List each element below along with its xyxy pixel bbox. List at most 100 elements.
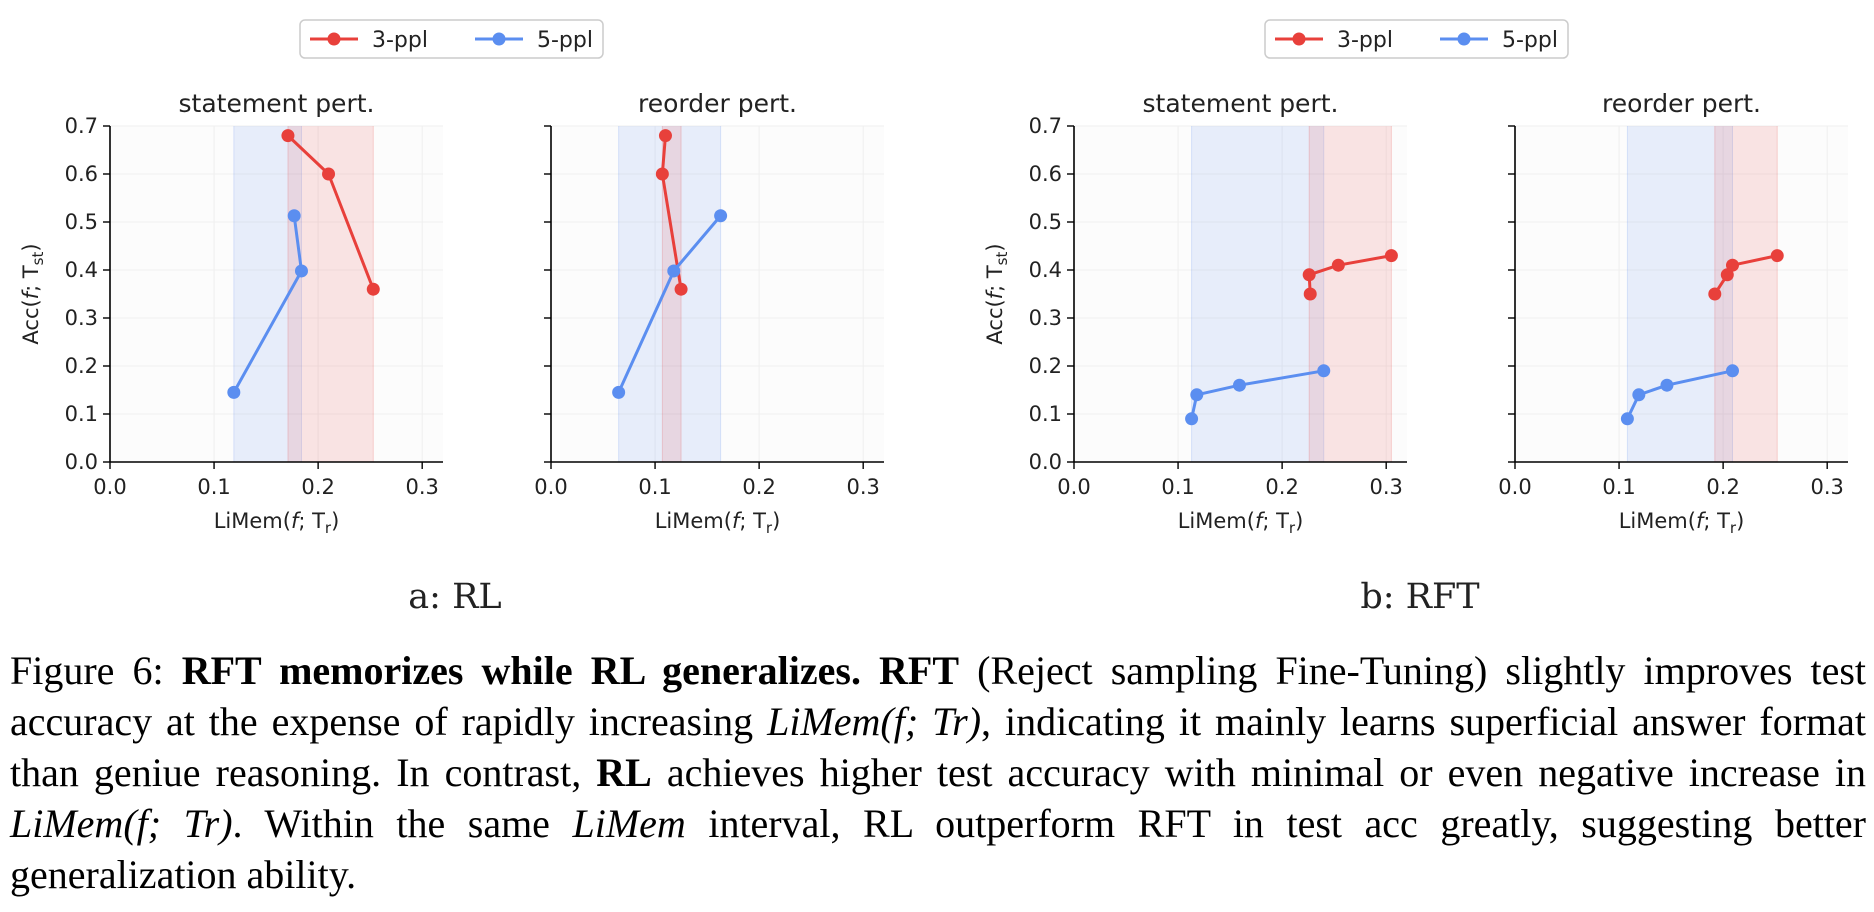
y-tick-label: 0.0 bbox=[1029, 450, 1062, 474]
x-tick-label: 0.0 bbox=[1498, 475, 1531, 499]
caption-math-limem: LiMem(f; Tr) bbox=[767, 699, 982, 744]
data-point-3-ppl bbox=[658, 129, 672, 143]
legend-marker bbox=[492, 32, 506, 46]
caption-lead: Figure 6: bbox=[10, 648, 182, 693]
data-point-5-ppl bbox=[287, 209, 301, 223]
data-point-5-ppl bbox=[1632, 388, 1646, 402]
data-point-3-ppl bbox=[1384, 249, 1398, 263]
range-band-5-ppl bbox=[618, 126, 721, 462]
data-point-5-ppl bbox=[714, 209, 728, 223]
y-tick-label: 0.3 bbox=[65, 306, 98, 330]
y-axis-label: Acc(f; Tst) bbox=[983, 243, 1011, 344]
caption-math-limem: LiMem bbox=[572, 801, 686, 846]
range-band-5-ppl bbox=[1191, 126, 1324, 462]
legend-label-3-ppl: 3-ppl bbox=[372, 28, 428, 53]
x-tick-label: 0.2 bbox=[1706, 475, 1739, 499]
data-point-3-ppl bbox=[322, 167, 336, 181]
y-tick-label: 0.1 bbox=[1029, 402, 1062, 426]
data-point-5-ppl bbox=[1185, 412, 1199, 426]
data-point-3-ppl bbox=[1725, 258, 1739, 272]
data-point-3-ppl bbox=[655, 167, 669, 181]
series-line-3-ppl bbox=[1307, 254, 1392, 295]
x-tick-label: 0.2 bbox=[1265, 475, 1298, 499]
panel-title: reorder pert. bbox=[1602, 89, 1761, 118]
y-tick-label: 0.5 bbox=[65, 210, 98, 234]
plot-area bbox=[1515, 126, 1848, 462]
panel-title: statement pert. bbox=[179, 89, 375, 118]
x-tick-label: 0.1 bbox=[638, 475, 671, 499]
x-tick-label: 0.3 bbox=[1369, 475, 1402, 499]
y-axis-label: Acc(f; Tst) bbox=[19, 243, 47, 344]
data-point-3-ppl bbox=[1303, 287, 1317, 301]
plot-area bbox=[110, 126, 443, 462]
data-point-5-ppl bbox=[1190, 388, 1204, 402]
x-tick-label: 0.3 bbox=[405, 475, 438, 499]
data-point-5-ppl bbox=[1317, 364, 1331, 378]
range-band-3-ppl bbox=[1714, 126, 1778, 462]
y-tick-label: 0.1 bbox=[65, 402, 98, 426]
y-tick-label: 0.6 bbox=[65, 162, 98, 186]
data-point-3-ppl bbox=[674, 282, 688, 296]
legend-marker bbox=[327, 32, 341, 46]
legend-label-3-ppl: 3-ppl bbox=[1337, 28, 1393, 53]
panel-title: statement pert. bbox=[1143, 89, 1339, 118]
x-tick-label: 0.3 bbox=[1810, 475, 1843, 499]
x-tick-label: 0.1 bbox=[1161, 475, 1194, 499]
series-line-5-ppl bbox=[1190, 369, 1325, 420]
x-tick-label: 0.1 bbox=[197, 475, 230, 499]
x-tick-label: 0.2 bbox=[742, 475, 775, 499]
x-axis-label: LiMem(f; Tr) bbox=[1619, 509, 1745, 537]
x-axis-label: LiMem(f; Tr) bbox=[1178, 509, 1304, 537]
panel-title: reorder pert. bbox=[638, 89, 797, 118]
plot-area bbox=[551, 126, 884, 462]
legend-label-5-ppl: 5-ppl bbox=[1502, 28, 1558, 53]
legend-box bbox=[1264, 19, 1569, 59]
subfigure-label: a: RL bbox=[408, 577, 501, 617]
plot-area bbox=[1074, 126, 1407, 462]
y-tick-label: 0.4 bbox=[1029, 258, 1062, 282]
legend-marker bbox=[1292, 32, 1306, 46]
data-point-3-ppl bbox=[1720, 268, 1734, 282]
data-point-3-ppl bbox=[281, 129, 295, 143]
range-band-3-ppl bbox=[1309, 126, 1392, 462]
data-point-3-ppl bbox=[1302, 268, 1316, 282]
caption-bold-rft: RFT bbox=[879, 648, 960, 693]
data-point-3-ppl bbox=[1331, 258, 1345, 272]
y-tick-label: 0.2 bbox=[1029, 354, 1062, 378]
x-tick-label: 0.0 bbox=[534, 475, 567, 499]
series-line-5-ppl bbox=[1626, 369, 1733, 420]
subfigure-label: b: RFT bbox=[1360, 577, 1479, 617]
x-tick-label: 0.3 bbox=[846, 475, 879, 499]
x-tick-label: 0.0 bbox=[1057, 475, 1090, 499]
x-tick-label: 0.2 bbox=[301, 475, 334, 499]
data-point-5-ppl bbox=[227, 385, 241, 399]
y-tick-label: 0.0 bbox=[65, 450, 98, 474]
data-point-5-ppl bbox=[1232, 378, 1246, 392]
y-tick-label: 0.7 bbox=[1029, 114, 1062, 138]
x-axis-label: LiMem(f; Tr) bbox=[214, 509, 340, 537]
y-tick-label: 0.6 bbox=[1029, 162, 1062, 186]
data-point-5-ppl bbox=[612, 385, 626, 399]
caption-bold-title: RFT memorizes while RL generalizes. bbox=[181, 648, 861, 693]
caption-math-limem: LiMem(f; Tr) bbox=[10, 801, 233, 846]
y-tick-label: 0.4 bbox=[65, 258, 98, 282]
y-tick-label: 0.3 bbox=[1029, 306, 1062, 330]
data-point-5-ppl bbox=[294, 264, 308, 278]
data-point-3-ppl bbox=[1708, 287, 1722, 301]
caption-bold-rl: RL bbox=[596, 750, 652, 795]
data-point-5-ppl bbox=[1660, 378, 1674, 392]
y-tick-label: 0.2 bbox=[65, 354, 98, 378]
legend-marker bbox=[1457, 32, 1471, 46]
x-tick-label: 0.1 bbox=[1602, 475, 1635, 499]
data-point-5-ppl bbox=[1725, 364, 1739, 378]
data-point-5-ppl bbox=[1620, 412, 1634, 426]
x-axis-label: LiMem(f; Tr) bbox=[655, 509, 781, 537]
y-tick-label: 0.7 bbox=[65, 114, 98, 138]
figure-caption: Figure 6: RFT memorizes while RL general… bbox=[10, 648, 1867, 897]
data-point-3-ppl bbox=[366, 282, 380, 296]
legend-box bbox=[299, 19, 604, 59]
x-tick-label: 0.0 bbox=[93, 475, 126, 499]
data-point-5-ppl bbox=[667, 264, 681, 278]
data-point-3-ppl bbox=[1770, 249, 1784, 263]
legend-label-5-ppl: 5-ppl bbox=[537, 28, 593, 53]
